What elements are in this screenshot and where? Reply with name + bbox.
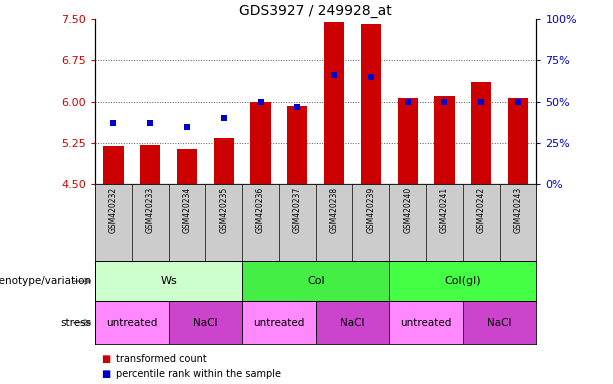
Point [329, 72, 339, 78]
Point [145, 120, 155, 126]
Point [256, 99, 265, 105]
Text: NaCl: NaCl [193, 318, 218, 328]
Text: NaCl: NaCl [487, 318, 512, 328]
Text: genotype/variation: genotype/variation [0, 276, 92, 286]
Text: untreated: untreated [106, 318, 158, 328]
Bar [242, 301, 316, 344]
Bar [214, 137, 234, 184]
Text: GSM420243: GSM420243 [514, 187, 522, 233]
Title: GDS3927 / 249928_at: GDS3927 / 249928_at [239, 4, 392, 18]
Text: GSM420240: GSM420240 [403, 187, 412, 233]
Bar [251, 102, 271, 184]
Bar [398, 98, 418, 184]
Text: GSM420232: GSM420232 [109, 187, 118, 233]
Bar [389, 261, 536, 301]
Point [513, 99, 523, 105]
Bar [140, 145, 161, 184]
Text: GSM420239: GSM420239 [367, 187, 375, 233]
Point [440, 99, 449, 105]
Bar [95, 301, 169, 344]
Text: GSM420242: GSM420242 [477, 187, 485, 233]
Bar [169, 301, 242, 344]
Point [292, 104, 302, 110]
Text: GSM420236: GSM420236 [256, 187, 265, 233]
Text: NaCl: NaCl [340, 318, 365, 328]
Bar [324, 22, 345, 184]
Text: percentile rank within the sample: percentile rank within the sample [116, 369, 281, 379]
Text: GSM420233: GSM420233 [146, 187, 154, 233]
Point [366, 74, 376, 80]
Bar [389, 301, 463, 344]
Text: GSM420238: GSM420238 [330, 187, 338, 233]
Text: Col: Col [307, 276, 324, 286]
Bar [103, 146, 124, 184]
Point [109, 120, 118, 126]
Text: Ws: Ws [160, 276, 177, 286]
Bar [463, 301, 536, 344]
Bar [177, 149, 197, 184]
Bar [316, 301, 389, 344]
Bar [242, 261, 389, 301]
Point [219, 115, 229, 121]
Bar [471, 83, 492, 184]
Text: Col(gl): Col(gl) [444, 276, 481, 286]
Point [403, 99, 413, 105]
Text: ■: ■ [101, 369, 110, 379]
Bar [287, 106, 308, 184]
Bar [508, 98, 528, 184]
Text: untreated: untreated [253, 318, 305, 328]
Text: GSM420237: GSM420237 [293, 187, 302, 233]
Bar [95, 261, 242, 301]
Point [476, 99, 486, 105]
Bar [361, 23, 381, 184]
Text: GSM420235: GSM420235 [219, 187, 228, 233]
Point [182, 124, 192, 130]
Text: GSM420241: GSM420241 [440, 187, 449, 233]
Text: stress: stress [61, 318, 92, 328]
Text: untreated: untreated [400, 318, 452, 328]
Text: ■: ■ [101, 354, 110, 364]
Text: GSM420234: GSM420234 [183, 187, 191, 233]
Bar [435, 96, 455, 184]
Text: transformed count: transformed count [116, 354, 207, 364]
